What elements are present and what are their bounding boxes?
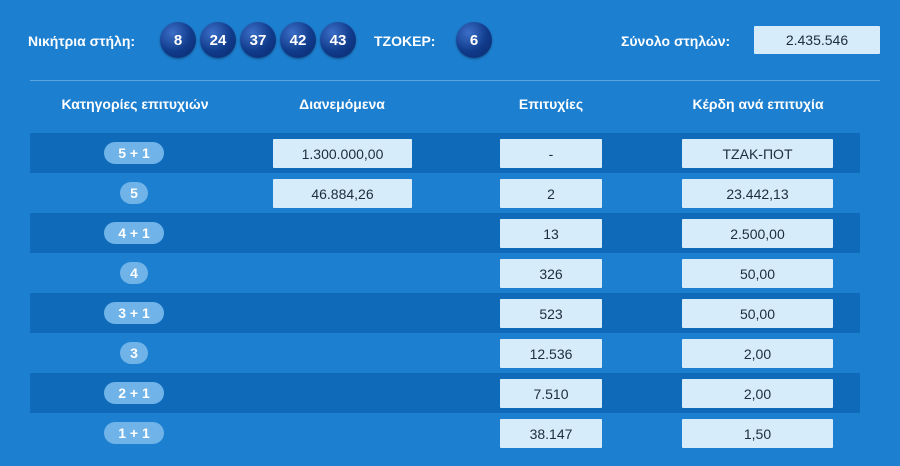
category-badge: 4 xyxy=(120,262,148,284)
winners-count: - xyxy=(500,139,602,168)
category-badge: 1 + 1 xyxy=(104,422,164,444)
prize-per-winner: 23.442,13 xyxy=(682,179,833,208)
prize-per-winner: 50,00 xyxy=(682,299,833,328)
column-header-categories: Κατηγορίες επιτυχιών xyxy=(61,96,209,112)
winning-number-ball: 24 xyxy=(200,22,236,58)
winners-count: 13 xyxy=(500,219,602,248)
table-row: 4 326 50,00 xyxy=(30,253,860,293)
winners-count: 7.510 xyxy=(500,379,602,408)
category-badge: 3 xyxy=(120,342,148,364)
table-row: 4 + 1 13 2.500,00 xyxy=(30,213,860,253)
joker-label: ΤΖΟΚΕΡ: xyxy=(374,33,436,49)
prize-per-winner: 1,50 xyxy=(682,419,833,448)
distributed-amount: 1.300.000,00 xyxy=(273,139,412,168)
winning-number-ball: 42 xyxy=(280,22,316,58)
winners-count: 2 xyxy=(500,179,602,208)
total-columns-value: 2.435.546 xyxy=(754,26,880,54)
winning-number-ball: 8 xyxy=(160,22,196,58)
prize-per-winner: 2,00 xyxy=(682,379,833,408)
prize-per-winner: 50,00 xyxy=(682,259,833,288)
table-row: 3 + 1 523 50,00 xyxy=(30,293,860,333)
table-row: 5 46.884,26 2 23.442,13 xyxy=(30,173,860,213)
distributed-amount: 46.884,26 xyxy=(273,179,412,208)
table-row: 1 + 1 38.147 1,50 xyxy=(30,413,860,453)
category-badge: 5 xyxy=(120,182,148,204)
category-badge: 2 + 1 xyxy=(104,382,164,404)
table-row: 2 + 1 7.510 2,00 xyxy=(30,373,860,413)
header-divider xyxy=(30,80,880,81)
winners-count: 523 xyxy=(500,299,602,328)
winning-number-ball: 43 xyxy=(320,22,356,58)
prize-per-winner: 2.500,00 xyxy=(682,219,833,248)
results-header: Νικήτρια στήλη: 8 24 37 42 43 ΤΖΟΚΕΡ: 6 … xyxy=(0,0,900,80)
category-badge: 4 + 1 xyxy=(104,222,164,244)
table-row: 3 12.536 2,00 xyxy=(30,333,860,373)
winning-number-ball: 37 xyxy=(240,22,276,58)
prize-per-winner: ΤΖΑΚ-ΠΟΤ xyxy=(682,139,833,168)
table-row: 5 + 1 1.300.000,00 - ΤΖΑΚ-ΠΟΤ xyxy=(30,133,860,173)
category-badge: 3 + 1 xyxy=(104,302,164,324)
winning-column-label: Νικήτρια στήλη: xyxy=(28,33,136,49)
winners-count: 326 xyxy=(500,259,602,288)
column-header-distributed: Διανεμόμενα xyxy=(299,96,385,112)
winners-count: 38.147 xyxy=(500,419,602,448)
category-badge: 5 + 1 xyxy=(104,142,164,164)
column-header-winners: Επιτυχίες xyxy=(518,96,584,112)
column-header-prize-per-winner: Κέρδη ανά επιτυχία xyxy=(692,96,824,112)
winners-count: 12.536 xyxy=(500,339,602,368)
prize-per-winner: 2,00 xyxy=(682,339,833,368)
joker-number-ball: 6 xyxy=(456,22,492,58)
total-columns-label: Σύνολο στηλών: xyxy=(621,33,731,49)
